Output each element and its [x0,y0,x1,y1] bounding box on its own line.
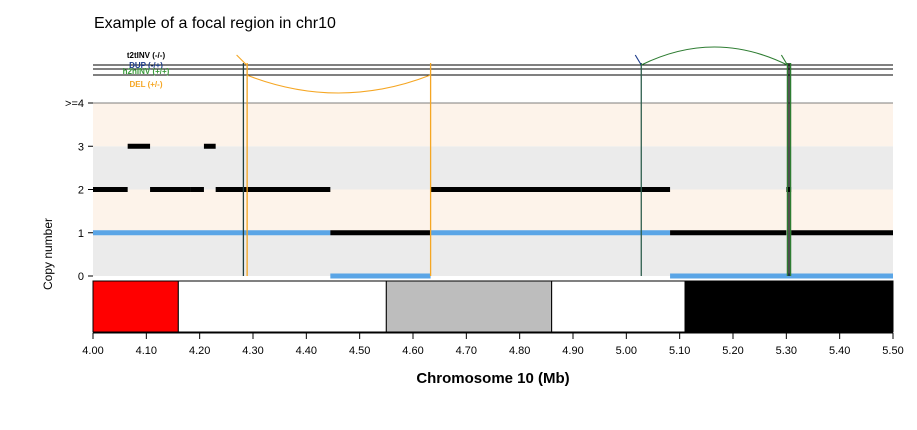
x-tick-label: 5.00 [616,345,637,357]
x-tick-label: 4.10 [136,345,157,357]
y-tick-label: 0 [78,271,84,283]
cn-band [93,146,893,190]
x-tick-label: 5.10 [669,345,690,357]
x-tick-label: 5.40 [829,345,850,357]
sv-arc [641,46,788,66]
sv-legend: t2tINV (-/-)DUP (-/+)h2hINV (+/+) DEL (+/… [123,51,170,89]
sv-legend-label: DEL (+/-) [130,80,163,89]
sv-legend-label: h2hINV (+/+) [123,67,170,76]
total-cn-segment [150,187,191,192]
y-tick-label: 1 [78,228,84,240]
total-cn-segment [215,187,331,192]
cn-band [93,189,893,233]
y-tick-label: 2 [78,185,84,197]
x-tick-label: 4.70 [456,345,477,357]
minor-cn-segment [430,230,671,236]
total-cn-segment [330,230,431,236]
minor-cn-segment [670,273,893,279]
ideogram-band [92,280,179,333]
minor-cn-segment [330,273,431,279]
total-cn-segment [190,187,204,192]
x-axis: 4.00 4.10 4.20 4.30 4.40 4.50 4.60 4.70 4.80 4.90… [82,332,904,357]
x-tick-label: 4.00 [82,345,103,357]
x-tick-label: 4.90 [562,345,583,357]
sv-arc [246,74,431,94]
ideogram-band [551,280,686,333]
y-tick-label: 3 [78,141,84,153]
sv-legend-lines [93,64,893,76]
chromosome-ideogram [92,280,894,333]
sv-legend-label: t2tINV (-/-) [127,51,166,60]
cn-band [93,232,893,276]
total-cn-segment [93,187,128,192]
x-tick-label: 4.60 [402,345,423,357]
copy-number-bands [93,102,893,276]
x-tick-label: 4.30 [242,345,263,357]
total-cn-segment [127,143,151,149]
x-tick-label: 4.20 [189,345,210,357]
breakpoints [242,63,792,276]
total-cn-segment [791,230,893,236]
total-cn-segment [670,230,787,236]
x-tick-label: 5.20 [722,345,743,357]
total-cn-segment [203,143,216,149]
minor-cn-segment [93,230,331,236]
x-tick-label: 4.80 [509,345,530,357]
y-axis-title: Copy number [41,218,55,290]
x-axis-title: Chromosome 10 (Mb) [416,370,569,387]
y-tick-label: >=4 [65,98,84,110]
sv-arcs [236,46,788,94]
ideogram-band [177,280,387,333]
cn-band [93,103,893,147]
x-tick-label: 4.50 [349,345,370,357]
x-tick-label: 5.30 [776,345,797,357]
sv-arc-tick [634,54,642,66]
x-tick-label: 4.40 [296,345,317,357]
y-axis: 0 1 2 3 >=4 [65,98,93,283]
ideogram-band [684,280,894,333]
copy-number-segments [93,143,893,279]
sv-legend-label: DUP (-/+) [129,61,163,70]
sv-arc-tick [780,54,788,66]
x-tick-label: 5.50 [882,345,903,357]
ideogram-band [385,280,553,333]
total-cn-segment [430,187,671,192]
chart-title: Example of a focal region in chr10 [94,15,336,32]
sv-arc-tick [236,54,247,66]
